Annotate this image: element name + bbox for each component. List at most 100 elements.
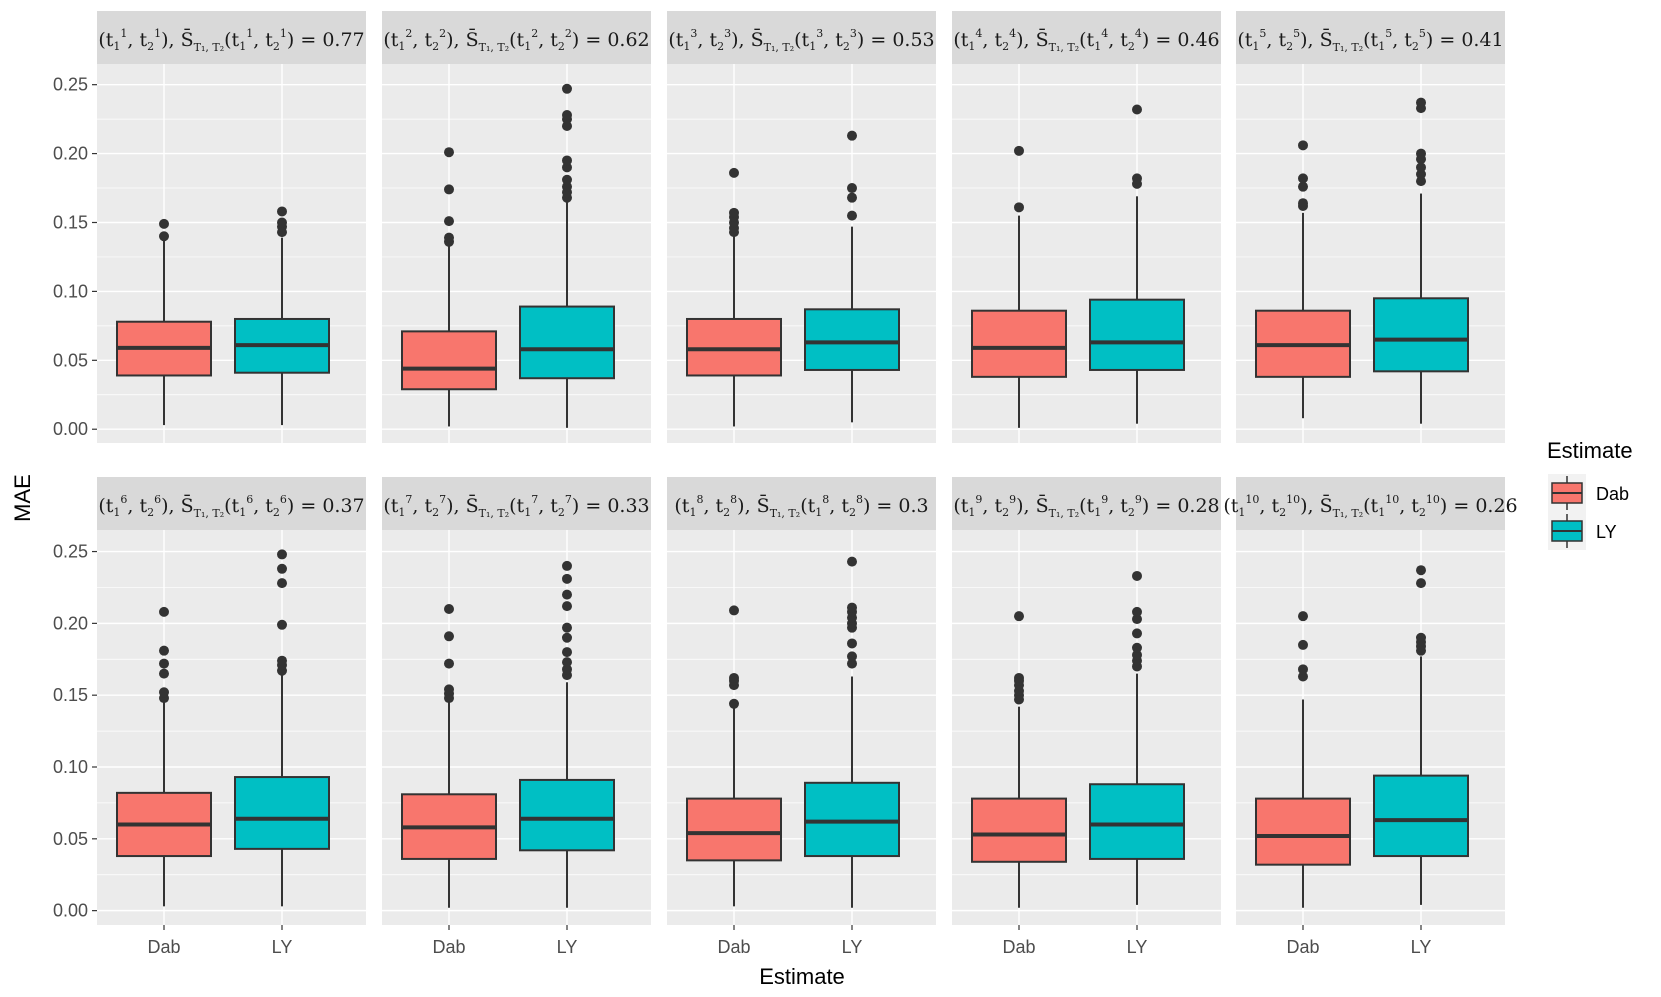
box-dab: [1255, 140, 1351, 419]
strip-label: (t11, t21), S̄T₁, T₂(t11, t21) = 0.77: [98, 27, 364, 54]
outlier-point: [562, 174, 572, 185]
panel-background: [97, 64, 366, 443]
panel-7: (t17, t27), S̄T₁, T₂(t17, t27) = 0.33 Dab…: [382, 477, 651, 957]
outlier-point: [277, 206, 287, 217]
outlier-point: [729, 207, 739, 218]
panel-2: (t12, t22), S̄T₁, T₂(t12, t22) = 0.62: [382, 11, 651, 443]
strip-background: [382, 477, 651, 530]
box-ly: [804, 556, 900, 908]
box-ly: [519, 560, 615, 908]
box-iqr: [1373, 774, 1469, 858]
outlier-point: [1416, 578, 1426, 589]
panel-background: [1236, 64, 1505, 443]
strip-label: (t19, t29), S̄T₁, T₂(t19, t29) = 0.28: [953, 493, 1219, 520]
outlier-point: [1132, 614, 1142, 625]
box-ly: [1373, 565, 1469, 905]
outlier-point: [1416, 169, 1426, 180]
panel-9: (t19, t29), S̄T₁, T₂(t19, t29) = 0.28 Dab…: [952, 477, 1221, 957]
outlier-point: [1014, 145, 1024, 156]
panel-10: (t110, t210), S̄T₁, T₂(t110, t210) = 0.2…: [1223, 477, 1518, 957]
legend: Estimate Dab LY: [1547, 438, 1633, 550]
box-iqr: [804, 781, 900, 858]
outlier-point: [562, 589, 572, 600]
outlier-point: [159, 231, 169, 242]
box-dab: [401, 604, 497, 908]
outlier-point: [729, 672, 739, 683]
outlier-point: [159, 668, 169, 679]
strip-background: [952, 11, 1221, 64]
outlier-point: [277, 563, 287, 574]
panel-3: (t13, t23), S̄T₁, T₂(t13, t23) = 0.53: [667, 11, 936, 443]
outlier-point: [562, 109, 572, 120]
strip-label: (t13, t23), S̄T₁, T₂(t13, t23) = 0.53: [668, 27, 934, 54]
box-iqr: [1255, 797, 1351, 866]
outlier-point: [444, 232, 454, 243]
outlier-point: [562, 560, 572, 571]
y-tick-label: 0.05: [53, 829, 88, 849]
box-ly: [1089, 104, 1185, 424]
x-tick-label: LY: [1127, 937, 1148, 957]
strip-label: (t18, t28), S̄T₁, T₂(t18, t28) = 0.3: [674, 493, 928, 520]
panel-background: [952, 64, 1221, 443]
legend-item-ly: LY: [1548, 512, 1617, 550]
box-ly: [519, 83, 615, 428]
outlier-point: [1132, 173, 1142, 184]
outlier-point: [1298, 671, 1308, 682]
panel-background: [667, 530, 936, 925]
box-iqr: [519, 305, 615, 380]
y-tick-label: 0.15: [53, 212, 88, 232]
outlier-point: [562, 601, 572, 612]
strip-background: [1236, 11, 1505, 64]
outlier-point: [159, 687, 169, 698]
outlier-point: [562, 181, 572, 192]
outlier-point: [729, 605, 739, 616]
outlier-point: [562, 121, 572, 132]
y-tick-label: 0.10: [53, 281, 88, 301]
strip-label: (t16, t26), S̄T₁, T₂(t16, t26) = 0.37: [98, 493, 364, 520]
outlier-point: [444, 216, 454, 227]
outlier-point: [847, 130, 857, 141]
outlier-point: [562, 162, 572, 173]
x-tick-label: LY: [557, 937, 578, 957]
outlier-point: [444, 147, 454, 158]
outlier-point: [1298, 173, 1308, 184]
y-tick-label: 0.00: [53, 419, 88, 439]
strip-label: (t110, t210), S̄T₁, T₂(t110, t210) = 0.2…: [1223, 493, 1517, 520]
box-dab: [686, 167, 782, 427]
outlier-point: [1416, 176, 1426, 187]
outlier-point: [847, 556, 857, 567]
outlier-point: [1132, 628, 1142, 639]
strip-background: [382, 11, 651, 64]
panel-background: [667, 64, 936, 443]
box-iqr: [1373, 297, 1469, 373]
outlier-point: [729, 698, 739, 709]
outlier-point: [444, 631, 454, 642]
outlier-point: [1416, 565, 1426, 576]
outlier-point: [159, 658, 169, 669]
outlier-point: [444, 604, 454, 614]
box-iqr: [519, 778, 615, 852]
panel-background: [97, 530, 366, 925]
box-iqr: [804, 308, 900, 371]
outlier-point: [444, 184, 454, 195]
outlier-point: [277, 578, 287, 589]
x-tick-label: Dab: [147, 937, 180, 957]
outlier-point: [159, 606, 169, 617]
box-iqr: [971, 309, 1067, 378]
outlier-point: [1298, 611, 1308, 622]
outlier-point: [1298, 181, 1308, 192]
outlier-point: [1298, 198, 1308, 209]
box-iqr: [686, 317, 782, 377]
box-iqr: [686, 797, 782, 862]
outlier-point: [1416, 148, 1426, 159]
outlier-point: [847, 638, 857, 649]
outlier-point: [1014, 202, 1024, 213]
outlier-point: [562, 657, 572, 668]
outlier-point: [1298, 140, 1308, 151]
outlier-point: [562, 632, 572, 643]
legend-item-dab: Dab: [1548, 474, 1629, 512]
panel-5: (t15, t25), S̄T₁, T₂(t15, t25) = 0.41: [1236, 11, 1505, 443]
outlier-point: [562, 573, 572, 584]
x-tick-label: LY: [1411, 937, 1432, 957]
outlier-point: [1014, 611, 1024, 622]
